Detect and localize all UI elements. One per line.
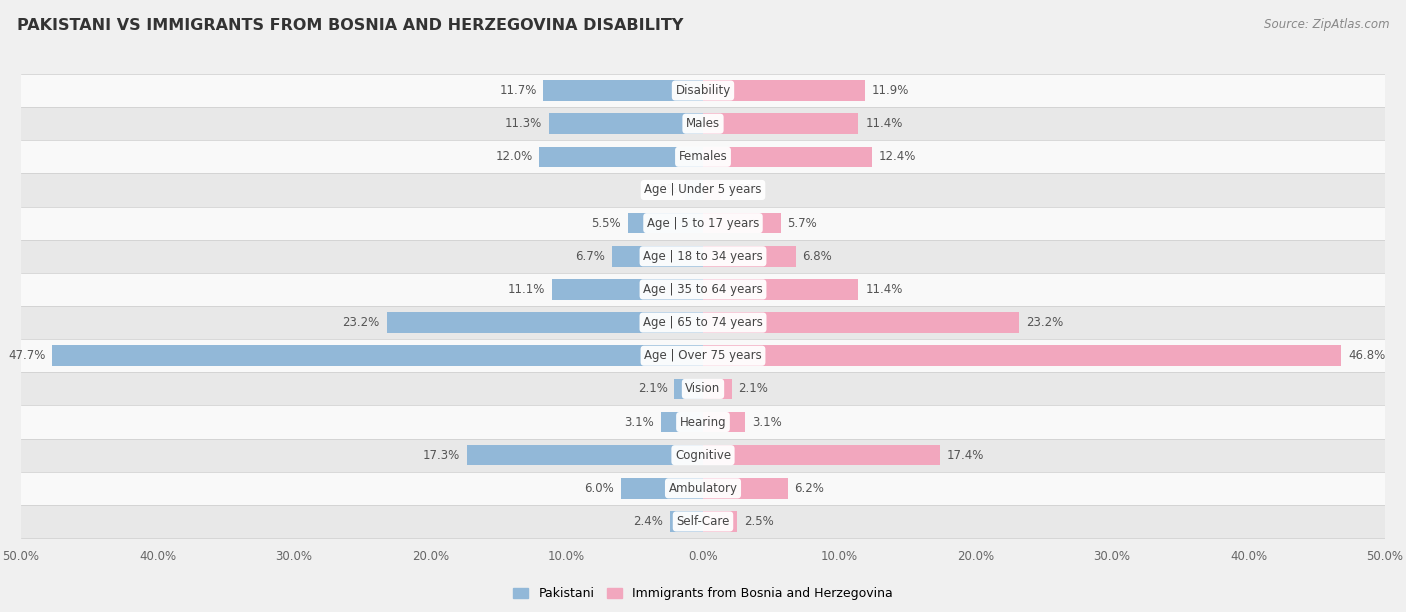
Text: 1.3%: 1.3% [727, 184, 758, 196]
Text: Disability: Disability [675, 84, 731, 97]
Text: Source: ZipAtlas.com: Source: ZipAtlas.com [1264, 18, 1389, 31]
Bar [675, 379, 703, 399]
Text: 11.9%: 11.9% [872, 84, 910, 97]
Text: Age | Over 75 years: Age | Over 75 years [644, 349, 762, 362]
Text: 11.1%: 11.1% [508, 283, 544, 296]
Text: 11.4%: 11.4% [865, 283, 903, 296]
Bar [52, 345, 703, 366]
Text: 1.3%: 1.3% [648, 184, 679, 196]
Bar [21, 505, 1385, 538]
Bar [703, 80, 865, 101]
Bar [671, 511, 703, 532]
Text: Self-Care: Self-Care [676, 515, 730, 528]
Bar [621, 478, 703, 499]
Bar [21, 405, 1385, 439]
Text: 46.8%: 46.8% [1348, 349, 1385, 362]
Text: 6.8%: 6.8% [803, 250, 832, 263]
Bar [661, 412, 703, 432]
Text: 12.0%: 12.0% [495, 151, 533, 163]
Text: 6.0%: 6.0% [585, 482, 614, 495]
Bar [703, 345, 1341, 366]
Bar [387, 312, 703, 333]
Bar [21, 74, 1385, 107]
Bar [548, 113, 703, 134]
Bar [703, 511, 737, 532]
Text: 11.3%: 11.3% [505, 117, 543, 130]
Legend: Pakistani, Immigrants from Bosnia and Herzegovina: Pakistani, Immigrants from Bosnia and He… [509, 582, 897, 605]
Text: Females: Females [679, 151, 727, 163]
Text: 11.4%: 11.4% [865, 117, 903, 130]
Text: 2.4%: 2.4% [634, 515, 664, 528]
Bar [21, 240, 1385, 273]
Bar [21, 140, 1385, 173]
Bar [703, 379, 731, 399]
Bar [703, 445, 941, 466]
Bar [612, 246, 703, 267]
Text: 3.1%: 3.1% [752, 416, 782, 428]
Bar [467, 445, 703, 466]
Text: Age | 18 to 34 years: Age | 18 to 34 years [643, 250, 763, 263]
Bar [703, 312, 1019, 333]
Text: 12.4%: 12.4% [879, 151, 917, 163]
Text: 17.3%: 17.3% [423, 449, 460, 461]
Bar [544, 80, 703, 101]
Text: 6.7%: 6.7% [575, 250, 605, 263]
Text: Age | 5 to 17 years: Age | 5 to 17 years [647, 217, 759, 230]
Bar [21, 173, 1385, 206]
Text: Males: Males [686, 117, 720, 130]
Bar [685, 180, 703, 200]
Text: 11.7%: 11.7% [499, 84, 537, 97]
Text: 2.1%: 2.1% [638, 382, 668, 395]
Bar [21, 306, 1385, 339]
Bar [703, 113, 859, 134]
Bar [628, 213, 703, 233]
Bar [551, 279, 703, 300]
Text: Hearing: Hearing [679, 416, 727, 428]
Bar [21, 472, 1385, 505]
Text: Vision: Vision [685, 382, 721, 395]
Text: 6.2%: 6.2% [794, 482, 824, 495]
Bar [703, 180, 721, 200]
Bar [703, 146, 872, 167]
Text: Age | 35 to 64 years: Age | 35 to 64 years [643, 283, 763, 296]
Text: Ambulatory: Ambulatory [668, 482, 738, 495]
Bar [21, 206, 1385, 240]
Text: 5.5%: 5.5% [592, 217, 621, 230]
Bar [703, 478, 787, 499]
Bar [703, 246, 796, 267]
Text: PAKISTANI VS IMMIGRANTS FROM BOSNIA AND HERZEGOVINA DISABILITY: PAKISTANI VS IMMIGRANTS FROM BOSNIA AND … [17, 18, 683, 34]
Text: 23.2%: 23.2% [1026, 316, 1063, 329]
Text: 2.5%: 2.5% [744, 515, 773, 528]
Text: 17.4%: 17.4% [948, 449, 984, 461]
Bar [540, 146, 703, 167]
Bar [21, 107, 1385, 140]
Bar [703, 279, 859, 300]
Text: 2.1%: 2.1% [738, 382, 768, 395]
Text: Cognitive: Cognitive [675, 449, 731, 461]
Text: 23.2%: 23.2% [343, 316, 380, 329]
Bar [21, 372, 1385, 405]
Text: 5.7%: 5.7% [787, 217, 817, 230]
Text: 47.7%: 47.7% [8, 349, 45, 362]
Bar [703, 412, 745, 432]
Text: Age | Under 5 years: Age | Under 5 years [644, 184, 762, 196]
Bar [21, 439, 1385, 472]
Bar [21, 273, 1385, 306]
Text: Age | 65 to 74 years: Age | 65 to 74 years [643, 316, 763, 329]
Bar [21, 339, 1385, 372]
Bar [703, 213, 780, 233]
Text: 3.1%: 3.1% [624, 416, 654, 428]
